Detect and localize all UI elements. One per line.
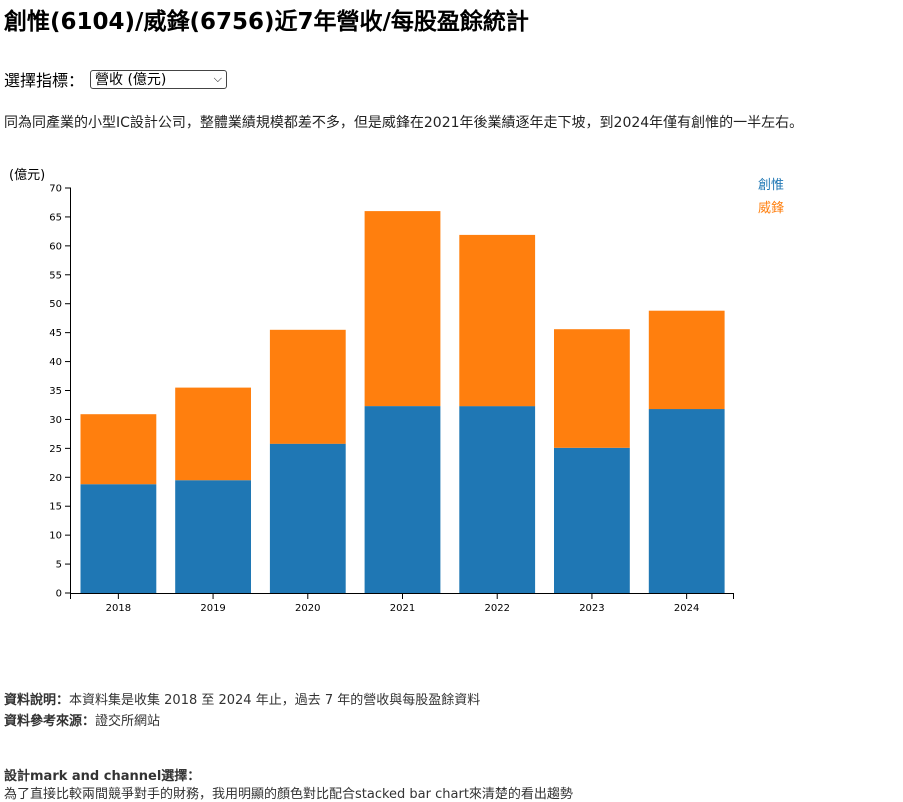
chart-description: 同為同產業的小型IC設計公司，整體業績規模都差不多，但是威鋒在2021年後業績逐… (4, 115, 804, 131)
bar-2023-series-0 (554, 447, 630, 593)
y-tick-label-65: 65 (49, 212, 62, 223)
bar-2019-series-0 (175, 480, 251, 593)
bar-2019-series-1 (175, 387, 251, 481)
design-note-text: 為了直接比較兩間競爭對手的財務，我用明顯的顏色對比配合stacked bar c… (4, 787, 573, 802)
y-tick-label-60: 60 (49, 241, 62, 252)
data-note-text: 本資料集是收集 2018 至 2024 年止，過去 7 年的營收與每股盈餘資料 (69, 693, 481, 708)
x-tick-label-2022: 2022 (484, 603, 509, 614)
y-tick-label-20: 20 (49, 473, 62, 484)
chevron-down-icon: ⌵ (213, 72, 223, 85)
bar-2023-series-1 (554, 329, 630, 448)
bar-2018-series-0 (80, 484, 157, 593)
data-note-label: 資料說明： (4, 693, 70, 708)
y-tick-label-45: 45 (49, 328, 62, 339)
bar-2020-series-0 (269, 443, 346, 593)
bar-2021-series-1 (364, 211, 441, 407)
legend-item-series-0: 創惟 (758, 178, 785, 193)
metric-selector-label: 選擇指標： (4, 71, 85, 90)
y-tick-label-70: 70 (49, 184, 62, 195)
x-tick-label-2018: 2018 (106, 603, 131, 614)
y-tick-label-25: 25 (49, 444, 62, 455)
y-tick-label-15: 15 (49, 502, 62, 513)
bar-2021-series-0 (364, 406, 441, 593)
data-source: 資料參考來源：證交所網站 (4, 710, 160, 729)
y-tick-label-55: 55 (49, 270, 62, 281)
design-note-label: 設計mark and channel選擇： (4, 769, 201, 784)
metric-select[interactable]: 營收 (億元) ⌵ (90, 69, 228, 89)
x-tick-label-2019: 2019 (200, 603, 225, 614)
y-tick-label-35: 35 (49, 386, 62, 397)
y-tick-label-5: 5 (56, 560, 62, 571)
bar-2020-series-1 (269, 329, 346, 444)
data-source-label: 資料參考來源： (4, 714, 96, 729)
metric-select-value: 營收 (億元) (95, 72, 167, 88)
bar-2022-series-1 (459, 234, 536, 407)
metric-selector-row: 選擇指標： 營收 (億元) ⌵ (4, 67, 228, 91)
y-axis-unit-label: (億元) (9, 168, 46, 183)
x-tick-label-2020: 2020 (295, 603, 320, 614)
page-title: 創惟(6104)/威鋒(6756)近7年營收/每股盈餘統計 (4, 9, 529, 35)
y-tick-label-30: 30 (49, 415, 62, 426)
bar-2024-series-1 (648, 310, 725, 410)
bar-2022-series-0 (459, 406, 536, 593)
x-tick-label-2021: 2021 (390, 603, 415, 614)
y-tick-label-0: 0 (56, 589, 62, 600)
legend-item-series-1: 威鋒 (758, 201, 785, 216)
data-source-text: 證交所網站 (95, 714, 161, 729)
design-note-heading: 設計mark and channel選擇： (4, 765, 200, 784)
x-tick-label-2023: 2023 (579, 603, 604, 614)
x-tick-label-2024: 2024 (674, 603, 699, 614)
bar-2018-series-1 (80, 414, 157, 485)
chart-legend: 創惟 威鋒 (758, 174, 784, 220)
bar-2024-series-0 (648, 409, 725, 593)
y-tick-label-10: 10 (49, 531, 62, 542)
y-tick-label-40: 40 (49, 357, 62, 368)
data-note: 資料說明：本資料集是收集 2018 至 2024 年止，過去 7 年的營收與每股… (4, 689, 480, 708)
y-tick-label-50: 50 (49, 299, 62, 310)
